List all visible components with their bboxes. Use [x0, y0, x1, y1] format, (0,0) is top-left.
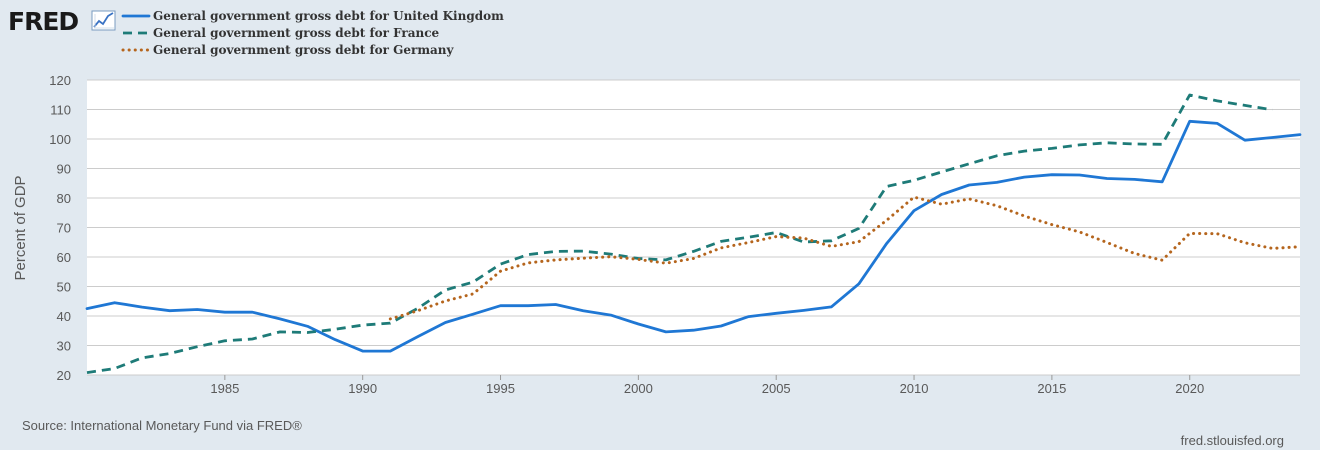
y-tick-label: 110: [50, 103, 71, 118]
legend-label: General government gross debt for German…: [153, 43, 455, 57]
legend-item-germany: General government gross debt for German…: [121, 43, 455, 57]
x-tick-label: 1985: [210, 381, 239, 396]
x-axis-ticks: 1985 1990 1995 2000 2005 2010 2015 2020: [210, 375, 1204, 396]
x-tick-label: 1995: [486, 381, 515, 396]
y-tick-label: 80: [57, 191, 71, 206]
legend-item-uk: General government gross debt for United…: [121, 9, 504, 23]
line-graph-icon: [91, 10, 116, 31]
y-tick-label: 100: [49, 132, 71, 147]
x-tick-label: 1990: [348, 381, 377, 396]
x-tick-label: 2000: [624, 381, 653, 396]
legend-label: General government gross debt for United…: [153, 9, 504, 23]
chart-legend: General government gross debt for United…: [121, 9, 504, 57]
y-tick-label: 50: [57, 280, 71, 295]
legend-label: General government gross debt for France: [153, 26, 440, 40]
y-tick-label: 120: [49, 73, 71, 88]
x-tick-label: 2005: [762, 381, 791, 396]
y-tick-label: 40: [57, 309, 71, 324]
source-note: Source: International Monetary Fund via …: [22, 418, 302, 433]
y-tick-label: 70: [57, 221, 71, 236]
series-line-france: [86, 93, 1273, 374]
series-line-uk: [85, 119, 1302, 353]
x-tick-label: 2015: [1037, 381, 1066, 396]
y-tick-label: 90: [57, 162, 71, 177]
fred-logo[interactable]: FRED: [8, 7, 116, 36]
series-line-germany: [388, 195, 1302, 321]
legend-item-france: General government gross debt for France: [123, 26, 440, 40]
fred-logo-text: FRED: [8, 7, 78, 36]
site-link[interactable]: fred.stlouisfed.org: [1181, 433, 1284, 448]
grid-lines: [87, 79, 1300, 376]
x-tick-label: 2020: [1175, 381, 1204, 396]
y-tick-label: 60: [57, 250, 71, 265]
x-tick-label: 2010: [900, 381, 929, 396]
y-axis-title: Percent of GDP: [12, 175, 29, 280]
y-tick-label: 30: [57, 339, 71, 354]
y-tick-label: 20: [57, 368, 71, 383]
y-axis-ticks: 20 30 40 50 60 70 80 90 100 110 120: [49, 73, 71, 383]
series-layer: [85, 93, 1302, 374]
